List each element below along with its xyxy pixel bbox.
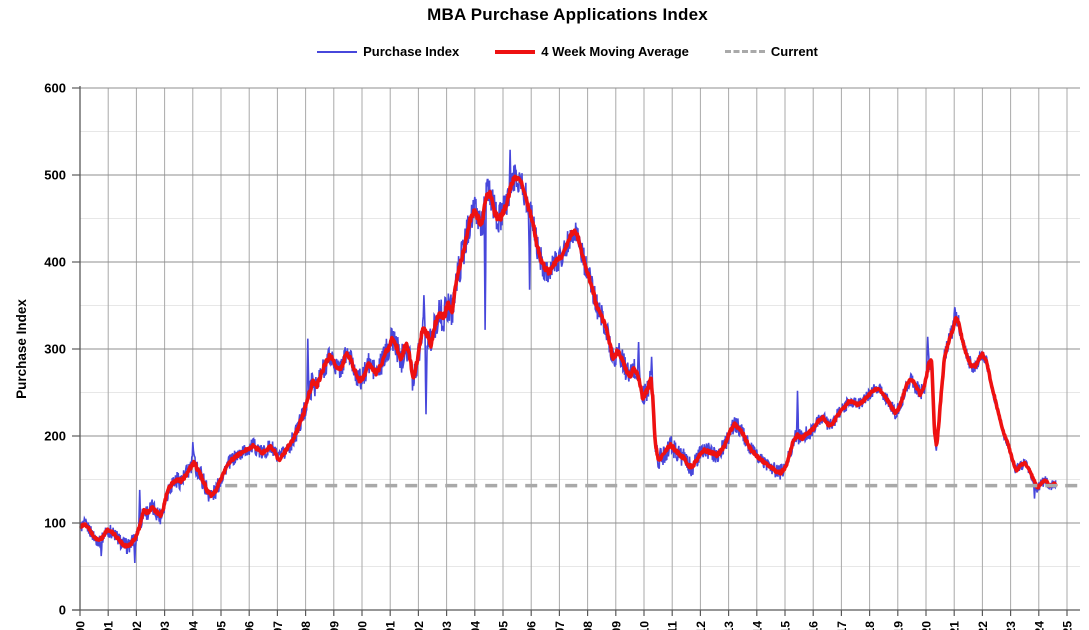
x-tick-label: 2011 [666, 621, 680, 630]
x-tick-label: 2001 [384, 621, 398, 630]
x-tick-label: 2024 [1032, 621, 1046, 630]
y-tick-label: 600 [44, 81, 66, 96]
current-dashed-line-icon [724, 50, 765, 53]
legend-item-purchase-index: Purchase Index [317, 44, 459, 59]
x-tick-label: 2021 [948, 621, 962, 630]
x-tick-label: 2012 [694, 621, 708, 630]
purchase-index-line [80, 149, 1057, 564]
x-tick-label: 2002 [412, 621, 426, 630]
x-tick-label: 2007 [553, 621, 567, 630]
x-tick-labels: 1990 1991 1992 1993 1994 1995 1996 1997 1998 1999… [74, 621, 1075, 630]
legend-label-current: Current [770, 44, 818, 59]
purchase-index-line-icon [317, 50, 358, 53]
moving-average-line [79, 174, 1058, 549]
y-tick-label: 300 [44, 342, 66, 357]
x-tick-label: 2006 [525, 621, 539, 630]
x-tick-label: 2022 [976, 621, 990, 630]
x-tick-label: 1995 [215, 621, 229, 630]
y-tick-label: 200 [44, 429, 66, 444]
y-tick-label: 400 [44, 255, 66, 270]
y-tick-label: 0 [59, 603, 66, 618]
x-tick-label: 2016 [807, 621, 821, 630]
x-tick-label: 2009 [609, 621, 623, 630]
moving-average-line-icon [495, 49, 536, 54]
x-tick-label: 1990 [74, 621, 88, 630]
x-tick-label: 1991 [102, 621, 116, 630]
legend-item-current: Current [724, 44, 818, 59]
x-tick-label: 2005 [497, 621, 511, 630]
x-tick-label: 1993 [158, 621, 172, 630]
legend-item-moving-average: 4 Week Moving Average [495, 44, 689, 59]
x-tick-label: 2023 [1004, 621, 1018, 630]
x-tick-label: 2015 [779, 621, 793, 630]
x-tick-label: 2008 [581, 621, 595, 630]
y-tick-label: 100 [44, 516, 66, 531]
y-tick-labels: 0 100 200 300 400 500 600 [44, 81, 66, 618]
x-tick-label: 1997 [271, 621, 285, 630]
y-axis-title: Purchase Index [14, 299, 29, 399]
y-gridlines-major [80, 87, 1080, 524]
legend: Purchase Index 4 Week Moving Average Cur… [0, 44, 1089, 59]
legend-label-purchase-index: Purchase Index [363, 44, 460, 59]
x-tick-label: 2018 [863, 621, 877, 630]
x-tick-label: 2020 [920, 621, 934, 630]
x-tick-label: 2017 [835, 621, 849, 630]
x-tick-label: 2014 [750, 621, 764, 630]
y-tick-label: 500 [44, 168, 66, 183]
x-tick-label: 2025 [1061, 621, 1075, 630]
axes [72, 86, 1080, 616]
y-gridlines-minor [80, 131, 1080, 567]
x-tick-label: 1996 [243, 621, 257, 630]
x-tick-label: 2019 [891, 621, 905, 630]
x-tick-label: 1992 [130, 621, 144, 630]
x-tick-label: 2013 [722, 621, 736, 630]
x-tick-label: 2010 [638, 621, 652, 630]
chart-title: MBA Purchase Applications Index [427, 5, 708, 24]
x-tick-label: 1999 [327, 621, 341, 630]
x-tick-label: 1994 [186, 621, 200, 630]
x-tick-label: 2000 [356, 621, 370, 630]
legend-label-moving-average: 4 Week Moving Average [541, 44, 689, 59]
x-tick-label: 2004 [468, 621, 482, 630]
x-tick-label: 1998 [299, 621, 313, 630]
